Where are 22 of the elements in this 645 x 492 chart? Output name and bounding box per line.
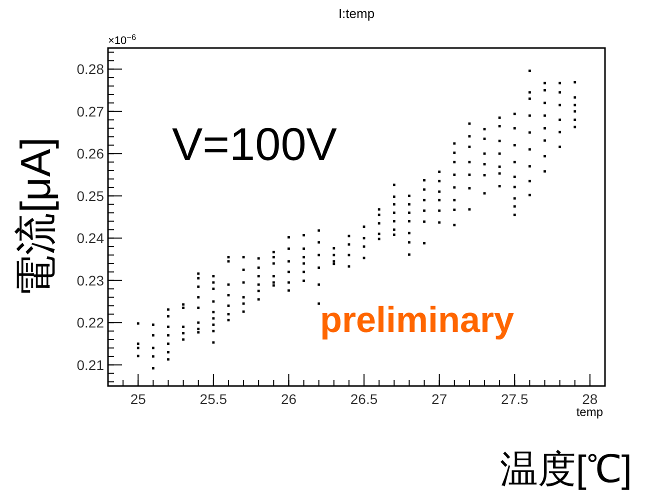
y-tick-label: 0.24 <box>76 230 104 246</box>
x-tick-label: 25.5 <box>200 391 228 407</box>
y-tick-label: 0.26 <box>76 146 104 162</box>
x-tick-label: 26.5 <box>350 391 378 407</box>
x-tick-label: 26 <box>280 391 297 407</box>
y-tick-label: 0.21 <box>76 356 104 373</box>
y-tick-label: 0.25 <box>76 188 104 204</box>
annotation: preliminary <box>320 299 514 340</box>
x-tick-label: 28 <box>582 391 598 407</box>
x-axis-title: temp <box>576 405 604 419</box>
y-axis-title: 電流[μA] <box>12 137 59 297</box>
annotation: V=100V <box>172 118 338 170</box>
text: 温度[℃] <box>500 449 632 491</box>
y-tick-label: 0.27 <box>76 103 104 120</box>
y-tick-label: 0.22 <box>76 314 104 331</box>
x-tick-label: 25 <box>130 391 146 407</box>
x-tick-label: 27.5 <box>501 391 528 407</box>
y-tick-label: 0.23 <box>76 272 104 288</box>
y-tick-label: 0.28 <box>76 61 104 78</box>
chart-title: I:temp <box>338 6 375 21</box>
text: ×10$^{−6}$ <box>108 32 136 47</box>
x-tick-label: 27 <box>432 391 448 407</box>
